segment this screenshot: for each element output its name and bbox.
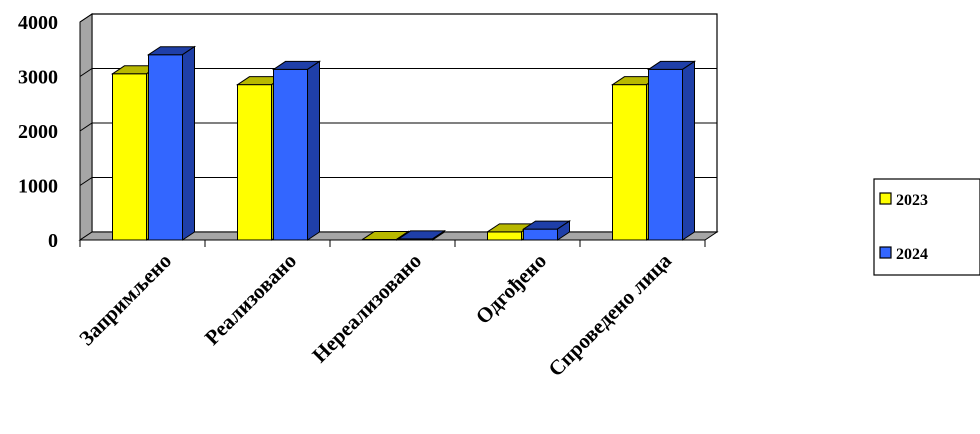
x-category-label: Спроведено лица — [543, 248, 676, 381]
gridline — [79, 177, 717, 186]
bar-front — [273, 68, 308, 241]
legend-label: 2023 — [896, 192, 928, 209]
x-category-label: Нереализовано — [307, 249, 426, 368]
bar-front — [523, 228, 558, 241]
bar-front — [148, 54, 183, 241]
bar — [271, 60, 322, 241]
bar-front — [648, 68, 683, 241]
y-tick-label: 0 — [48, 230, 58, 252]
legend-swatch — [879, 246, 892, 259]
y-tick-label: 3000 — [18, 67, 58, 89]
legend-label: 2024 — [896, 246, 928, 263]
bar-front — [612, 84, 647, 241]
bar-side — [557, 220, 570, 241]
x-axis-labels: Запримљено Реализовано Нереализовано Одгође… — [74, 248, 676, 381]
bar-side — [307, 60, 320, 241]
bar-side — [432, 229, 445, 241]
y-tick-label: 2000 — [18, 121, 58, 143]
bar — [646, 60, 697, 241]
bar — [521, 220, 572, 241]
legend-box — [873, 178, 980, 276]
gridlines — [79, 13, 717, 186]
y-tick-label: 4000 — [18, 12, 58, 34]
y-axis-ticks: 0 1000 2000 3000 4000 — [18, 12, 58, 252]
bar-front — [487, 231, 522, 241]
gridline — [79, 13, 717, 23]
bars — [110, 45, 697, 241]
x-category-label: Реализовано — [200, 249, 301, 350]
gridline — [79, 122, 717, 132]
bar-front — [237, 84, 272, 241]
legend: 2023 2024 — [873, 178, 980, 276]
bar — [396, 229, 447, 241]
x-category-label: Одгођено — [471, 249, 551, 329]
legend-swatch — [879, 192, 892, 205]
gridline — [79, 68, 717, 77]
bar-side — [182, 45, 195, 241]
x-category-label: Запримљено — [74, 249, 176, 351]
y-tick-label: 1000 — [18, 176, 58, 198]
bar — [146, 45, 197, 241]
bar-side — [682, 60, 695, 241]
bar-front — [112, 73, 147, 241]
